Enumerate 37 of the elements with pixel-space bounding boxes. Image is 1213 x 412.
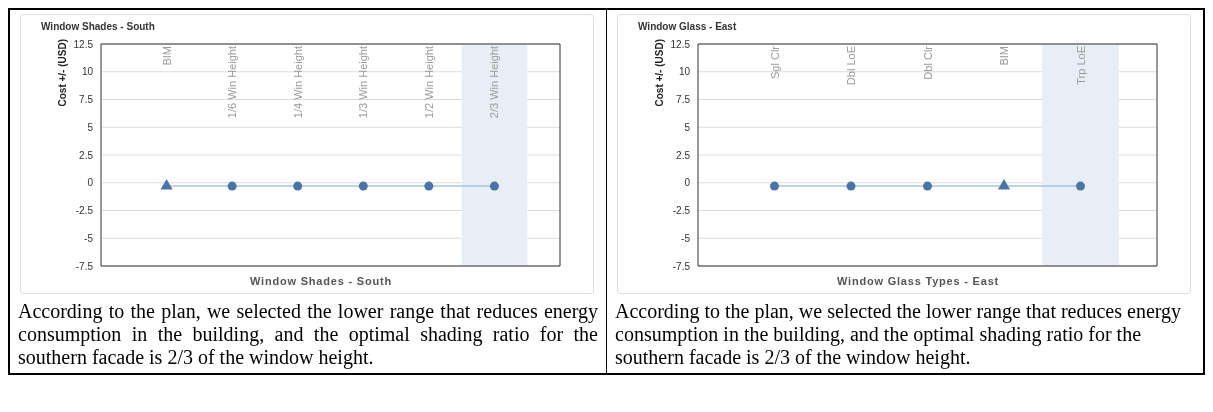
text: According to the plan, we selected the lower range that reduces energy consumption in the building, and the optimal shading ratio for the southern facade is 2/3 of the window height. bbox=[615, 300, 1183, 369]
y-tick-label: 2.5 bbox=[79, 149, 94, 161]
y-tick-label: -7.5 bbox=[672, 260, 691, 272]
y-tick-label: 5 bbox=[684, 121, 691, 133]
y-tick-label: -5 bbox=[681, 232, 691, 244]
x-tick-label: Dbl LoE bbox=[845, 46, 857, 86]
y-tick-label: 0 bbox=[684, 177, 691, 189]
x-axis-title: Window Shades - South bbox=[249, 275, 393, 287]
y-tick-label: 0 bbox=[87, 177, 94, 189]
y-tick-label: -7.5 bbox=[75, 260, 94, 272]
x-tick-label: BIM bbox=[160, 46, 173, 66]
y-tick-label: 7.5 bbox=[676, 94, 691, 106]
x-tick-label: 1/3 Win Height bbox=[357, 46, 370, 119]
y-tick-label: -2.5 bbox=[75, 205, 94, 217]
y-tick-label: 10 bbox=[678, 66, 691, 78]
y-tick-label: 7.5 bbox=[79, 94, 94, 106]
x-tick-label: 2/3 Win Height bbox=[488, 46, 501, 119]
x-tick-label: 1/4 Win Height bbox=[291, 46, 304, 119]
y-tick-label: 5 bbox=[87, 121, 94, 133]
x-tick-label: Dbl Clr bbox=[921, 45, 934, 80]
text: According to the plan, we selected the lower range that reduces energy consumption in the building, and the optimal shading ratio for the southern facade is 2/3 of the window height. bbox=[18, 300, 598, 369]
x-axis-title: Window Glass Types - East bbox=[835, 275, 1001, 287]
chart-title: Window Glass - East bbox=[638, 21, 738, 34]
y-axis-title: Cost +/- (USD) bbox=[654, 39, 665, 109]
y-tick-label: 12.5 bbox=[73, 38, 94, 50]
x-tick-label: Trp LoE bbox=[1074, 46, 1087, 85]
x-tick-label: 1/6 Win Height bbox=[226, 46, 239, 119]
y-tick-label: 2.5 bbox=[676, 149, 691, 161]
y-tick-label: -5 bbox=[84, 232, 94, 244]
y-axis-title: Cost +/- (USD) bbox=[57, 39, 68, 109]
y-tick-label: 10 bbox=[81, 66, 94, 78]
y-tick-label: -2.5 bbox=[672, 205, 691, 217]
x-tick-label: BIM bbox=[998, 46, 1010, 66]
chart-title: Window Shades - South bbox=[41, 21, 156, 34]
x-tick-label: Sgl Clr bbox=[768, 45, 781, 80]
x-tick-label: 1/2 Win Height bbox=[422, 46, 435, 119]
y-tick-label: 12.5 bbox=[670, 38, 691, 50]
